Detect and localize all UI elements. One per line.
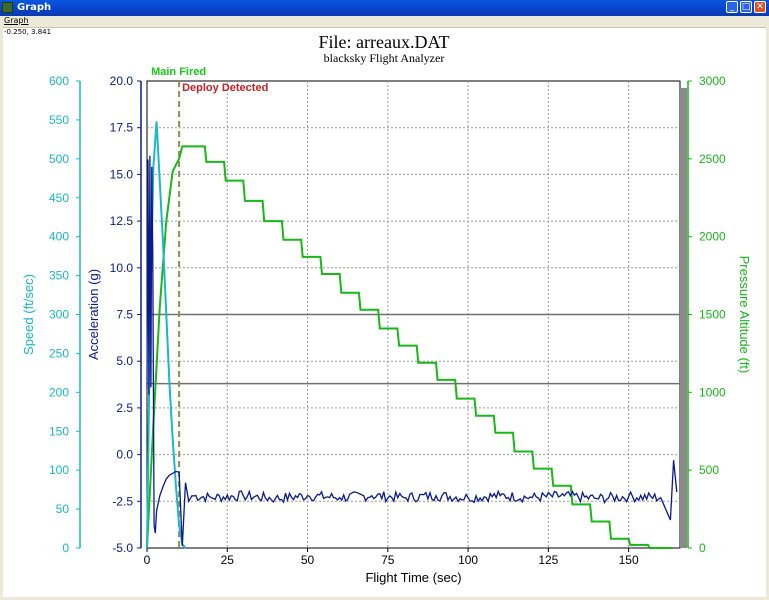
altitude-axis-label: Pressure Altitude (ft) — [737, 256, 752, 374]
chart-subtitle: blacksky Flight Analyzer — [324, 51, 445, 65]
grid — [146, 80, 687, 549]
altitude-tick-label: 2500 — [699, 152, 726, 166]
x-tick-label: 25 — [221, 553, 235, 567]
window-frame-right — [766, 27, 769, 600]
annotation-main-fired: Main Fired — [151, 66, 206, 78]
x-tick-label: 75 — [381, 553, 395, 567]
acceleration-tick-label: 20.0 — [110, 74, 134, 88]
x-tick-label: 100 — [458, 553, 478, 567]
speed-tick-label: 250 — [49, 346, 69, 360]
plot-shadow — [680, 88, 687, 548]
minimize-button[interactable]: _ — [726, 1, 738, 13]
maximize-button[interactable]: □ — [740, 1, 752, 13]
speed-tick-label: 150 — [49, 424, 69, 438]
x-tick-label: 50 — [301, 553, 315, 567]
acceleration-tick-label: 12.5 — [110, 214, 134, 228]
altitude-series — [146, 145, 672, 549]
speed-tick-label: 0 — [62, 541, 69, 555]
acceleration-tick-label: -5.0 — [112, 541, 133, 555]
coordinate-readout: -0.250, 3.841 — [4, 28, 52, 36]
acceleration-tick-label: 15.0 — [110, 167, 134, 181]
speed-tick-label: 200 — [49, 385, 69, 399]
acceleration-tick-label: 2.5 — [116, 401, 133, 415]
acceleration-tick-label: 5.0 — [116, 354, 133, 368]
chart-title: File: arreaux.DAT — [319, 32, 450, 52]
window-frame-left — [0, 27, 3, 600]
acceleration-tick-label: 17.5 — [110, 121, 134, 135]
series — [146, 121, 678, 549]
altitude-tick-label: 0 — [699, 541, 706, 555]
altitude-tick-label: 500 — [699, 463, 719, 477]
speed-tick-label: 450 — [49, 191, 69, 205]
title-bar: Graph _ □ ✕ — [0, 0, 769, 16]
altitude-tick-label: 1000 — [699, 385, 726, 399]
window-title: Graph — [17, 2, 52, 13]
close-button[interactable]: ✕ — [754, 1, 766, 13]
menu-graph[interactable]: Graph — [4, 16, 29, 25]
speed-series — [146, 121, 187, 549]
speed-tick-label: 350 — [49, 269, 69, 283]
acceleration-series — [146, 155, 678, 547]
labels: 0 25 50 75 100 125 150050100150200250300350400… — [21, 66, 752, 585]
speed-tick-label: 100 — [49, 463, 69, 477]
speed-tick-label: 400 — [49, 230, 69, 244]
x-tick-label: 150 — [619, 553, 639, 567]
speed-tick-label: 50 — [56, 502, 70, 516]
acceleration-tick-label: 7.5 — [116, 308, 133, 322]
x-tick-label: 125 — [538, 553, 558, 567]
acceleration-tick-label: -2.5 — [112, 494, 133, 508]
x-tick-label: 0 — [144, 553, 151, 567]
acceleration-tick-label: 0.0 — [116, 448, 133, 462]
altitude-tick-label: 3000 — [699, 74, 726, 88]
x-axis-label: Flight Time (sec) — [365, 570, 461, 585]
acceleration-axis-label: Acceleration (g) — [86, 269, 101, 360]
menu-bar: Graph — [0, 16, 769, 28]
altitude-tick-label: 2000 — [699, 230, 726, 244]
axes — [76, 80, 692, 552]
altitude-tick-label: 1500 — [699, 308, 726, 322]
annotation-deploy-detected: Deploy Detected — [182, 82, 268, 94]
speed-tick-label: 600 — [49, 74, 69, 88]
acceleration-tick-label: 10.0 — [110, 261, 134, 275]
speed-tick-label: 300 — [49, 308, 69, 322]
window-frame-bottom — [0, 597, 769, 600]
speed-tick-label: 500 — [49, 152, 69, 166]
speed-tick-label: 550 — [49, 113, 69, 127]
app-icon — [2, 2, 13, 13]
speed-axis-label: Speed (ft/sec) — [21, 274, 36, 355]
